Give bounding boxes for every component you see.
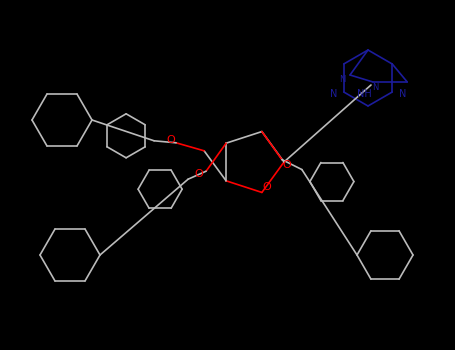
Text: N: N <box>339 75 345 84</box>
Text: O: O <box>263 182 271 192</box>
Text: N: N <box>399 89 406 99</box>
Text: N: N <box>330 89 338 99</box>
Text: NH: NH <box>357 89 371 99</box>
Text: N: N <box>372 84 378 92</box>
Text: O: O <box>283 160 291 169</box>
Text: O: O <box>167 135 176 145</box>
Text: O: O <box>195 169 203 179</box>
